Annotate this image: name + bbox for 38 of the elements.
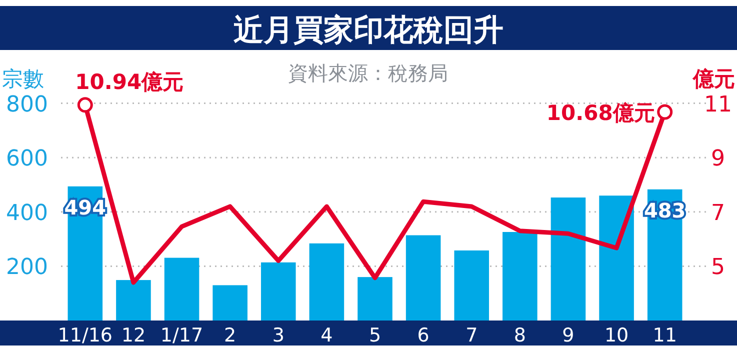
y-tick-label: 800 <box>6 92 48 118</box>
bar <box>260 262 296 320</box>
y-axis-title: 宗數 <box>2 67 44 91</box>
x-tick-label: 9 <box>562 324 574 346</box>
x-tick-label: 6 <box>417 324 430 346</box>
bar <box>164 258 200 320</box>
y-tick-label: 600 <box>6 146 48 172</box>
x-tick-label: 12 <box>121 324 146 346</box>
chart-title: 近月買家印花稅回升 <box>234 13 504 48</box>
x-tick-label: 10 <box>604 324 629 346</box>
bar <box>454 250 490 320</box>
bar <box>550 198 586 320</box>
data-label: 10.68億元 <box>546 100 655 125</box>
y2-tick-label: 9 <box>711 146 725 172</box>
y2-tick-label: 11 <box>704 92 732 118</box>
bar <box>116 280 151 320</box>
x-tick-label: 2 <box>224 324 236 346</box>
x-tick-label: 1/17 <box>160 324 204 346</box>
x-tick-label: 5 <box>368 324 382 346</box>
x-tick-label: 11/16 <box>58 324 113 346</box>
y2-axis-title: 億元 <box>692 67 735 91</box>
bar <box>309 243 344 320</box>
bar <box>212 285 248 320</box>
y-tick-label: 400 <box>6 200 48 226</box>
x-tick-label: 3 <box>272 324 284 346</box>
data-label: 10.94億元 <box>75 70 184 94</box>
source-note: 資料來源：稅務局 <box>288 61 448 85</box>
bar <box>502 232 538 320</box>
x-tick-label: 4 <box>320 324 333 346</box>
x-tick-label: 11 <box>652 324 677 346</box>
bar <box>358 277 392 320</box>
x-tick-label: 7 <box>466 324 478 346</box>
y2-tick-label: 5 <box>711 255 725 280</box>
y2-tick-label: 7 <box>711 200 725 226</box>
bar <box>406 235 441 320</box>
y-tick-label: 200 <box>6 255 48 280</box>
x-tick-label: 8 <box>514 324 526 346</box>
bar <box>599 196 634 320</box>
